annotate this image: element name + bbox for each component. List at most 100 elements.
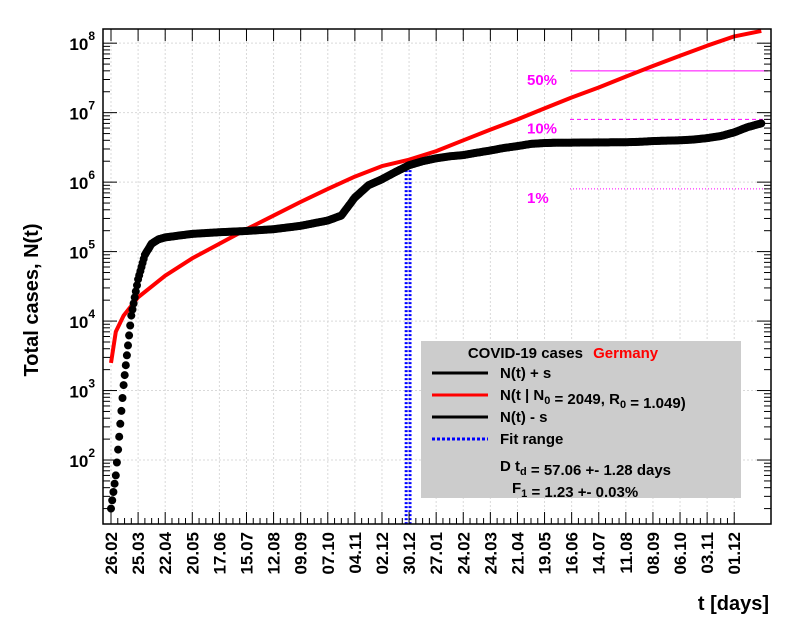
x-tick-label: 01.12	[725, 532, 744, 575]
y-tick-label: 104	[69, 307, 95, 332]
data-point	[117, 406, 126, 415]
y-tick-exponent: 6	[88, 168, 95, 182]
x-tick-label: 15.07	[237, 532, 256, 575]
text-run: F	[512, 480, 521, 497]
y-tick-base: 10	[69, 452, 88, 471]
text-run: = 57.06 +- 1.28 days	[527, 462, 671, 479]
y-tick-label: 105	[69, 238, 95, 263]
y-tick-base: 10	[69, 244, 88, 263]
threshold-label: 10%	[527, 120, 557, 137]
text-run: = 1.23 +- 0.03%	[527, 484, 638, 501]
data-point	[121, 361, 130, 370]
subscript: 0	[620, 399, 626, 411]
data-point	[107, 504, 115, 513]
legend-title: COVID-19 cases Germany	[468, 345, 659, 362]
x-tick-label: 06.10	[671, 532, 690, 575]
y-tick-exponent: 5	[88, 238, 95, 252]
data-points	[107, 119, 766, 513]
x-tick-label: 07.10	[319, 532, 338, 575]
data-point	[110, 479, 119, 488]
text-run: N(t | N	[500, 387, 544, 404]
data-point	[119, 381, 128, 390]
x-tick-label: 27.01	[427, 532, 446, 575]
threshold-label: 1%	[527, 190, 549, 207]
legend: COVID-19 cases Germany N(t) + s N(t | N0 …	[421, 341, 741, 501]
x-tick-label: 22.04	[156, 531, 175, 574]
x-tick-label: 24.03	[481, 532, 500, 575]
data-point	[116, 419, 125, 428]
plot-frame	[102, 28, 772, 525]
legend-entries: N(t) + sN(t | N0 = 2049, R0 = 1.049)N(t)…	[432, 365, 686, 448]
y-tick-label: 107	[69, 99, 95, 124]
text-run: Fit range	[500, 431, 563, 448]
data-point	[126, 321, 135, 330]
x-tick-label: 14.07	[590, 532, 609, 575]
text-run: D t	[500, 458, 520, 475]
y-tick-base: 10	[69, 174, 88, 193]
y-tick-base: 10	[69, 105, 88, 124]
x-axis-ticks: 26.02 25.03 22.04 20.05 17.06 15.07 12.08 09.09…	[102, 29, 744, 575]
text-run: = 1.049)	[626, 395, 686, 412]
fit-curve-line	[109, 28, 762, 364]
data-point	[115, 432, 124, 441]
y-tick-base: 10	[69, 383, 88, 402]
legend-title-text: COVID-19 cases	[468, 345, 583, 362]
x-tick-label: 17.06	[210, 532, 229, 575]
data-point	[118, 394, 127, 402]
subscript: 1	[521, 488, 527, 500]
legend-entry-label: N(t) - s	[500, 409, 548, 426]
x-tick-label: 11.08	[617, 532, 636, 574]
x-tick-label: 12.08	[265, 532, 284, 575]
x-tick-label: 20.05	[183, 532, 202, 575]
y-tick-label: 106	[69, 168, 95, 193]
y-tick-label: 102	[69, 446, 95, 471]
x-tick-label: 08.09	[644, 532, 663, 575]
x-tick-label: 19.05	[536, 532, 555, 575]
x-tick-label: 03.11	[698, 532, 717, 574]
data-point	[127, 311, 136, 320]
x-tick-label: 25.03	[129, 532, 148, 575]
data-point	[109, 488, 118, 496]
y-axis-title: Total cases, N(t)	[21, 224, 43, 377]
data-point	[130, 293, 139, 302]
x-tick-label: 24.02	[454, 532, 473, 575]
data-point	[120, 371, 129, 380]
data-point	[122, 351, 131, 360]
x-tick-label: 21.04	[508, 531, 527, 574]
x-tick-label: 16.06	[563, 532, 582, 575]
data-point	[111, 471, 120, 480]
data-point	[128, 305, 137, 314]
y-tick-base: 10	[69, 313, 88, 332]
x-tick-label: 04.11	[346, 532, 365, 574]
fit-curve	[109, 28, 762, 364]
y-tick-label: 103	[69, 377, 95, 402]
data-point	[108, 496, 117, 505]
text-run: N(t) + s	[500, 365, 551, 382]
data-point	[133, 281, 141, 290]
y-tick-exponent: 4	[88, 307, 95, 321]
data-point	[131, 287, 140, 296]
x-tick-label: 02.12	[373, 532, 392, 575]
legend-doubling-time: D td = 57.06 +- 1.28 days	[500, 458, 671, 479]
threshold-label: 50%	[527, 72, 557, 89]
subscript: d	[520, 466, 527, 478]
subscript: 0	[544, 395, 550, 407]
legend-box	[421, 341, 741, 498]
x-tick-label: 30.12	[400, 532, 419, 575]
data-point	[114, 445, 123, 454]
legend-entry-label: Fit range	[500, 431, 563, 448]
y-tick-exponent: 8	[88, 29, 95, 43]
data-point	[129, 299, 138, 308]
x-tick-label: 09.09	[292, 532, 311, 575]
y-tick-base: 10	[69, 35, 88, 54]
y-tick-exponent: 3	[88, 377, 95, 391]
data-point	[125, 331, 134, 340]
threshold-lines: 50% 10% 1%	[527, 70, 768, 207]
legend-growth-rate: F1 = 1.23 +- 0.03%	[512, 480, 638, 501]
text-run: N(t) - s	[500, 409, 548, 426]
data-point	[757, 119, 766, 128]
y-tick-exponent: 2	[88, 446, 95, 460]
x-axis-title: t [days]	[698, 593, 769, 615]
